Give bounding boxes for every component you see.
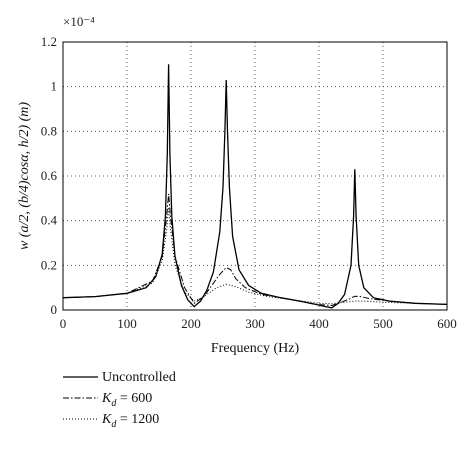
- series-line-2: [62, 193, 448, 307]
- y-tick-label: 1: [51, 79, 58, 94]
- y-tick-labels: 0 0.2 0.4 0.6 0.8 1 1.2: [41, 34, 58, 317]
- legend-entry-label: Uncontrolled: [102, 370, 176, 385]
- y-tick-label: 0.8: [41, 123, 57, 138]
- series-line-3: [62, 207, 448, 305]
- legend-entry-label: Kd = 600: [101, 391, 152, 409]
- x-tick-label: 500: [373, 316, 393, 331]
- x-tick-label: 0: [60, 316, 67, 331]
- y-tick-label: 1.2: [41, 34, 57, 49]
- series-lines: [62, 64, 448, 309]
- x-axis-label: Frequency (Hz): [211, 341, 300, 356]
- x-tick-labels: 0 100 200 300 400 500 600: [60, 316, 457, 331]
- y-tick-label: 0.2: [41, 257, 57, 272]
- y-tick-label: 0: [51, 302, 58, 317]
- y-multiplier: ×10⁻⁴: [63, 14, 95, 29]
- x-tick-label: 300: [245, 316, 265, 331]
- legend-entry-label: Kd = 1200: [101, 412, 159, 430]
- legend: Uncontrolled Kd = 600 Kd = 1200: [63, 370, 176, 430]
- plot-frame: [62, 41, 448, 311]
- x-tick-label: 100: [117, 316, 137, 331]
- plot-area: 0 100 200 300 400 500 600 0 0.2 0.4 0.6 0.8 1 1.2: [41, 34, 457, 331]
- y-tick-label: 0.6: [41, 168, 58, 183]
- y-axis-label: w (a/2, (b/4)cosα, h/2) (m): [17, 102, 32, 250]
- x-tick-label: 200: [181, 316, 201, 331]
- series-line-1: [62, 64, 448, 309]
- grid-lines: [63, 42, 447, 310]
- x-tick-label: 600: [437, 316, 457, 331]
- x-tick-label: 400: [309, 316, 329, 331]
- y-tick-label: 0.4: [41, 213, 58, 228]
